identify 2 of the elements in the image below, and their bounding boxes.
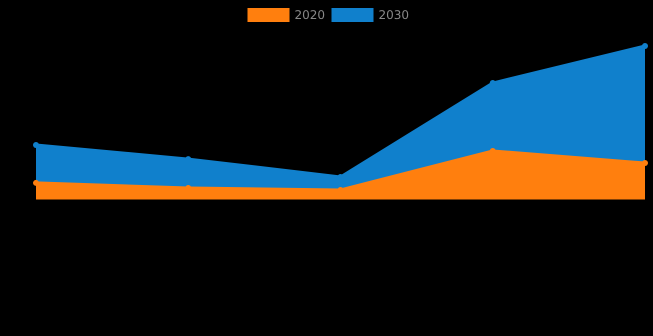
- legend-label: 2020: [294, 8, 326, 22]
- legend-label: 2030: [378, 8, 410, 22]
